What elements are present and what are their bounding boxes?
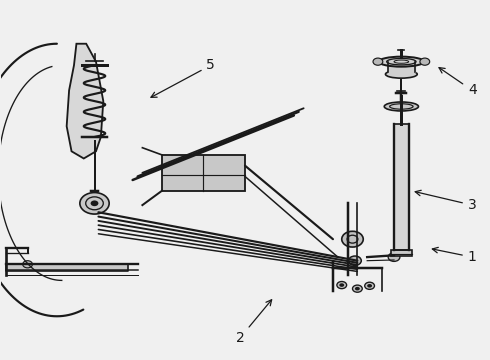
Text: 1: 1 [432, 247, 477, 264]
Circle shape [367, 284, 372, 288]
Circle shape [352, 285, 362, 292]
Text: 3: 3 [415, 190, 477, 212]
Circle shape [80, 193, 109, 214]
Circle shape [339, 283, 344, 287]
Circle shape [420, 58, 430, 65]
Ellipse shape [386, 70, 417, 78]
Polygon shape [67, 44, 103, 158]
Text: 5: 5 [151, 58, 215, 97]
Ellipse shape [384, 102, 418, 111]
Bar [162, 155, 245, 191]
Ellipse shape [379, 57, 424, 67]
Text: 2: 2 [236, 300, 271, 345]
Circle shape [348, 256, 361, 265]
Circle shape [342, 231, 363, 247]
Circle shape [355, 287, 360, 291]
Circle shape [23, 261, 32, 268]
Text: 4: 4 [439, 68, 477, 97]
Circle shape [337, 282, 346, 289]
Circle shape [388, 253, 400, 261]
Bar [391, 250, 412, 256]
Circle shape [365, 282, 374, 289]
Circle shape [373, 58, 383, 65]
Circle shape [91, 201, 98, 206]
